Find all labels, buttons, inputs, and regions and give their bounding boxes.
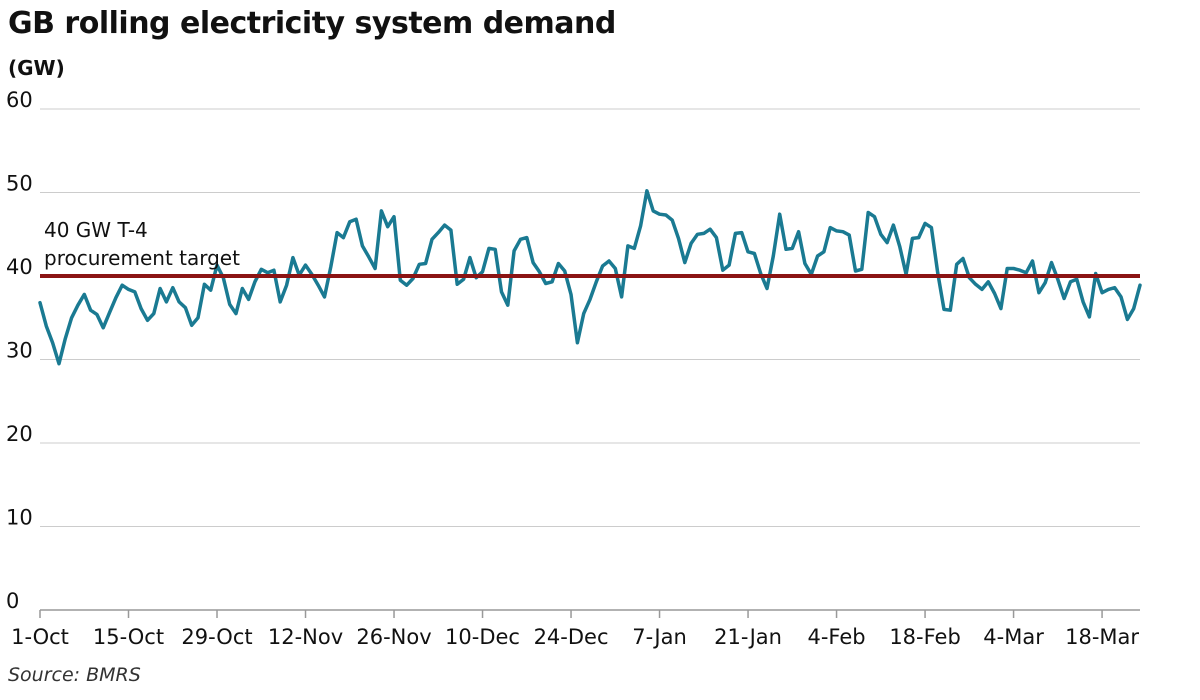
- x-tick-label: 4-Feb: [807, 625, 865, 649]
- x-axis-ticks: 1-Oct 15-Oct 29-Oct 12-Nov 26-Nov 10-Dec 24-De…: [11, 610, 1139, 649]
- y-tick-label: 20: [6, 422, 33, 446]
- y-tick-label: 60: [6, 88, 33, 112]
- y-axis-unit-label: (GW): [8, 56, 65, 80]
- y-tick-label: 40: [6, 255, 33, 279]
- x-tick-label: 24-Dec: [534, 625, 609, 649]
- y-tick-label: 0: [6, 589, 19, 613]
- y-axis-ticks: 0 10 20 30 40 50 60: [6, 88, 33, 613]
- x-tick-label: 18-Feb: [889, 625, 960, 649]
- source-note: Source: BMRS: [8, 664, 141, 686]
- x-tick-label: 12-Nov: [268, 625, 343, 649]
- x-tick-label: 29-Oct: [181, 625, 252, 649]
- x-tick-label: 10-Dec: [445, 625, 520, 649]
- target-annotation-line1: 40 GW T-4: [44, 218, 148, 242]
- y-tick-label: 50: [6, 172, 33, 196]
- target-annotation-line2: procurement target: [44, 246, 240, 270]
- gridlines: [40, 108, 1140, 611]
- x-tick-label: 18-Mar: [1065, 625, 1139, 649]
- x-tick-label: 26-Nov: [356, 625, 431, 649]
- x-tick-label: 21-Jan: [714, 625, 782, 649]
- x-tick-label: 15-Oct: [93, 625, 164, 649]
- y-tick-label: 30: [6, 339, 33, 363]
- x-tick-label: 7-Jan: [632, 625, 686, 649]
- y-tick-label: 10: [6, 506, 33, 530]
- chart-title: GB rolling electricity system demand: [8, 6, 616, 41]
- x-tick-label: 4-Mar: [983, 625, 1044, 649]
- x-tick-label: 1-Oct: [11, 625, 69, 649]
